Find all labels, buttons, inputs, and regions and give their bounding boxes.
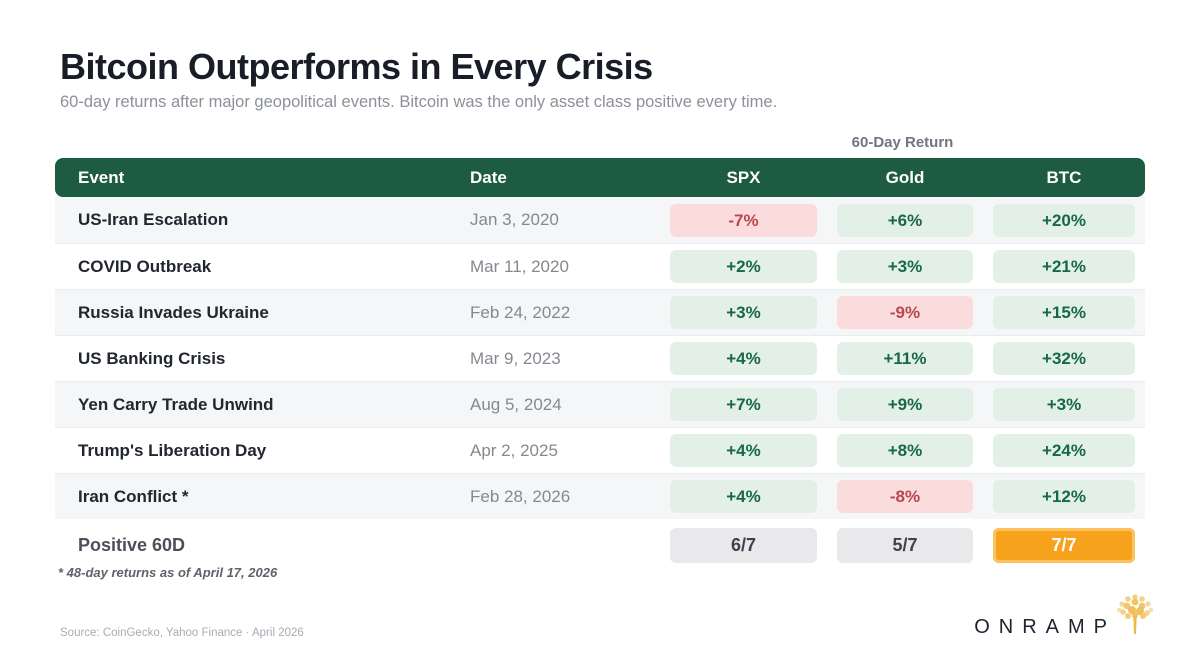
spx-return-pill: -7%: [670, 203, 817, 237]
date-cell: Feb 24, 2022: [470, 302, 571, 322]
date-cell: Jan 3, 2020: [470, 210, 559, 229]
gold-return-pill: +9%: [837, 388, 973, 421]
date-cell: Feb 28, 2026: [470, 486, 571, 506]
btc-summary-pill: 7/7: [993, 527, 1135, 563]
source-attribution: Source: CoinGecko, Yahoo Finance · April…: [60, 627, 304, 639]
btc-return-pill: +32%: [993, 342, 1135, 375]
brand-wordmark: ONRAMP: [974, 616, 1116, 638]
spx-return-pill: +4%: [670, 480, 817, 513]
column-header-event: Event: [78, 167, 125, 187]
column-header-gold: Gold: [885, 167, 925, 187]
date-cell: Mar 9, 2023: [470, 348, 561, 368]
spx-return-pill: +7%: [670, 388, 817, 421]
gold-return-pill: -9%: [837, 296, 973, 329]
column-header-date: Date: [470, 167, 507, 187]
summary-label: Positive 60D: [78, 534, 186, 555]
table-row: Russia Invades Ukraine Feb 24, 2022 +3% …: [55, 289, 1145, 335]
btc-return-pill: +20%: [993, 203, 1135, 237]
btc-return-pill: +12%: [993, 480, 1135, 513]
table-row: Yen Carry Trade Unwind Aug 5, 2024 +7% +…: [55, 381, 1145, 427]
spx-return-pill: +4%: [670, 342, 817, 375]
btc-return-pill: +21%: [993, 250, 1135, 283]
gold-summary-pill: 5/7: [837, 527, 973, 563]
event-cell: COVID Outbreak: [78, 256, 212, 276]
page-title: Bitcoin Outperforms in Every Crisis: [60, 46, 653, 87]
gold-return-pill: +11%: [837, 342, 973, 375]
event-cell: Russia Invades Ukraine: [78, 302, 269, 322]
btc-return-pill: +15%: [993, 296, 1135, 329]
event-cell: Iran Conflict *: [78, 486, 189, 506]
event-cell: Trump's Liberation Day: [78, 440, 267, 460]
table-row: COVID Outbreak Mar 11, 2020 +2% +3% +21%: [55, 243, 1145, 289]
table-header-row: Event Date SPX Gold BTC: [55, 158, 1145, 197]
event-cell: US Banking Crisis: [78, 348, 226, 368]
gold-tree-icon: [1112, 590, 1158, 645]
gold-return-pill: +6%: [837, 203, 973, 237]
gold-return-pill: +8%: [837, 434, 973, 467]
footnote: * 48-day returns as of April 17, 2026: [58, 565, 278, 580]
date-cell: Apr 2, 2025: [470, 440, 558, 460]
return-group-label: 60-Day Return: [851, 134, 954, 151]
btc-return-pill: +3%: [993, 388, 1135, 421]
brand-logo: ONRAMP: [974, 590, 1158, 647]
column-header-spx: SPX: [726, 167, 761, 187]
table-row: Iran Conflict * Feb 28, 2026 +4% -8% +12…: [55, 473, 1145, 519]
table-row: US-Iran Escalation Jan 3, 2020 -7% +6% +…: [55, 197, 1145, 243]
event-cell: US-Iran Escalation: [78, 210, 229, 229]
column-header-btc: BTC: [1046, 167, 1082, 187]
spx-return-pill: +4%: [670, 434, 817, 467]
date-cell: Aug 5, 2024: [470, 394, 562, 414]
table-row: Trump's Liberation Day Apr 2, 2025 +4% +…: [55, 427, 1145, 473]
gold-return-pill: +3%: [837, 250, 973, 283]
summary-row: Positive 60D 6/7 5/7 7/7: [55, 526, 1145, 564]
spx-return-pill: +3%: [670, 296, 817, 329]
event-cell: Yen Carry Trade Unwind: [78, 394, 274, 414]
spx-summary-pill: 6/7: [670, 527, 817, 563]
date-cell: Mar 11, 2020: [470, 256, 569, 276]
table-row: US Banking Crisis Mar 9, 2023 +4% +11% +…: [55, 335, 1145, 381]
btc-return-pill: +24%: [993, 434, 1135, 467]
page-subtitle: 60-day returns after major geopolitical …: [60, 93, 778, 111]
spx-return-pill: +2%: [670, 250, 817, 283]
gold-return-pill: -8%: [837, 480, 973, 513]
returns-table: Event Date SPX Gold BTC US-Iran Escalati…: [55, 158, 1145, 564]
